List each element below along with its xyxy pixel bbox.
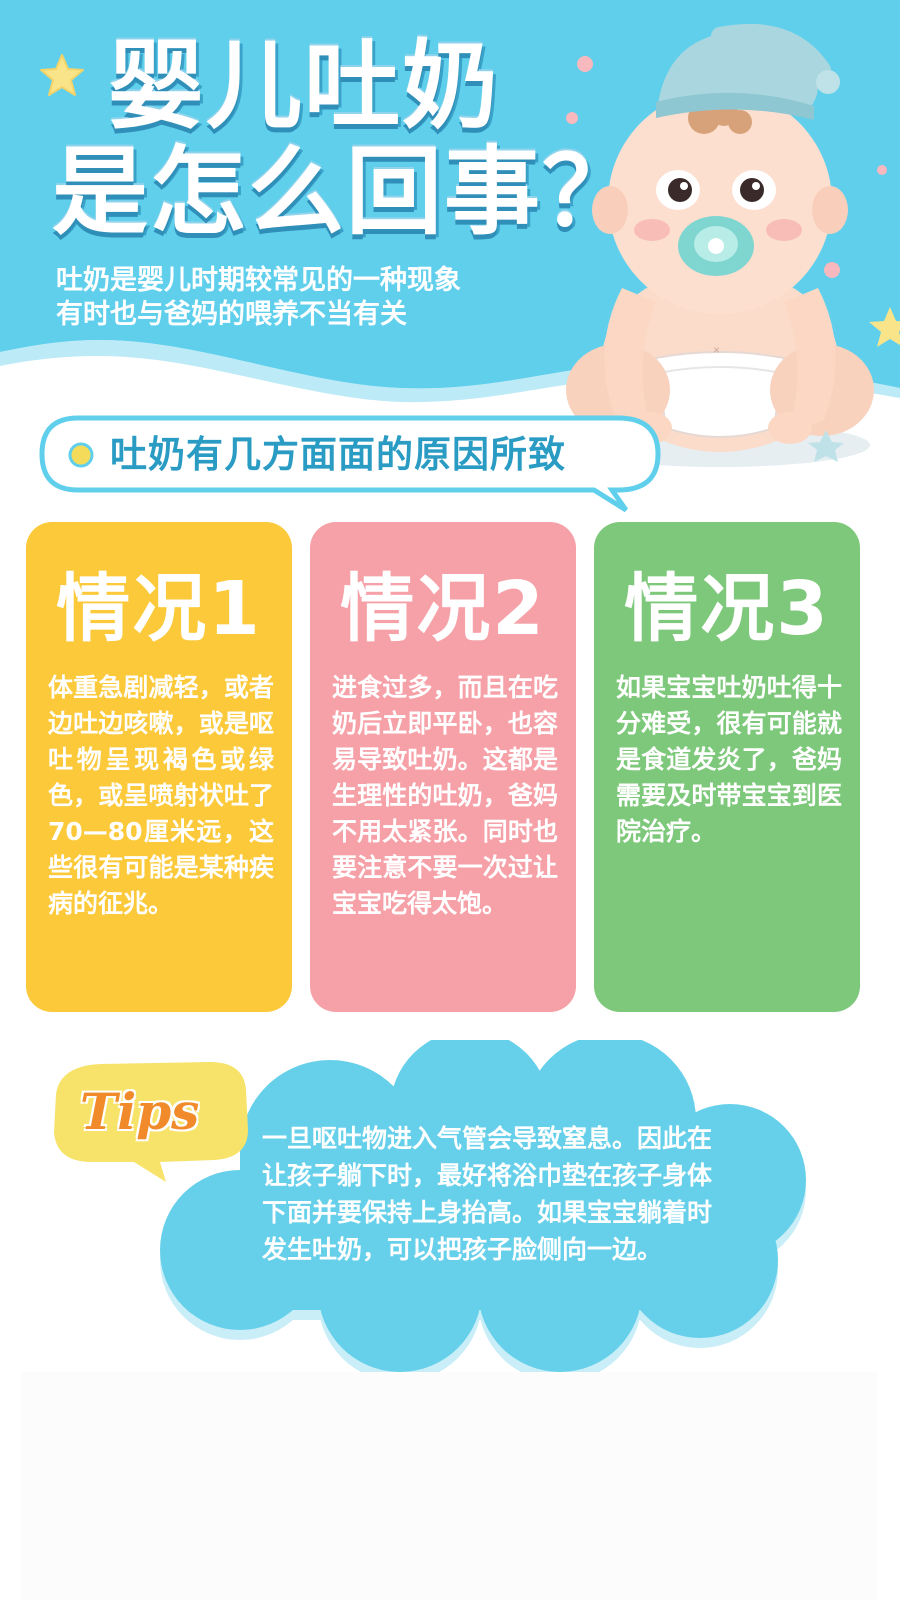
star-icon (40, 54, 84, 96)
case-card-1: 情况1 体重急剧减轻，或者边吐边咳嗽，或是呕吐物呈现褐色或绿色，或呈喷射状吐了7… (26, 522, 292, 1012)
subtitle-line-2: 有时也与爸妈的喂养不当有关 (56, 299, 407, 330)
case-card-title: 情况1 (56, 566, 262, 652)
tips-section (0, 1040, 900, 1380)
header-banner: 婴儿吐奶 是怎么回事？ 吐奶是婴儿时期较常见的一种现象 有时也与爸妈的喂养不当有… (0, 0, 900, 470)
reason-heading: 吐奶有几方面面的原因所致 (110, 433, 566, 476)
case-card-body: 体重急剧减轻，或者边吐边咳嗽，或是呕吐物呈现褐色或绿色，或呈喷射状吐了70—80… (48, 673, 274, 918)
star-icon (869, 307, 900, 347)
baby-illustration: × (566, 23, 874, 467)
reason-heading-tag (38, 414, 662, 513)
case-card-body: 进食过多，而且在吃奶后立即平卧，也容易导致吐奶。这都是生理性的吐奶，爸妈不用太紧… (332, 673, 558, 918)
bottom-blank-area (22, 1372, 878, 1600)
case-card-body: 如果宝宝吐奶吐得十分难受，很有可能就是食道发炎了，爸妈需要及时带宝宝到医院治疗。 (616, 673, 842, 846)
case-card-3: 情况3 如果宝宝吐奶吐得十分难受，很有可能就是食道发炎了，爸妈需要及时带宝宝到医… (594, 522, 860, 1012)
case-card-2: 情况2 进食过多，而且在吃奶后立即平卧，也容易导致吐奶。这都是生理性的吐奶，爸妈… (310, 522, 576, 1012)
subtitle-line-1: 吐奶是婴儿时期较常见的一种现象 (56, 265, 461, 296)
svg-text:×: × (713, 343, 720, 357)
speech-bubble-shape (39, 415, 661, 513)
tips-cloud-shape (54, 1040, 806, 1380)
bullet-dot-icon (68, 442, 94, 468)
tips-text: 一旦呕吐物进入气管会导致窒息。因此在让孩子躺下时，最好将浴巾垫在孩子身体下面并要… (262, 1124, 713, 1264)
tips-label: Tips (80, 1082, 200, 1141)
decorative-dots (566, 56, 887, 278)
page-title-line-2: 是怎么回事？ (52, 136, 640, 248)
page-title-line-1: 婴儿吐奶 (108, 30, 500, 142)
case-card-title: 情况2 (340, 566, 546, 652)
case-card-title: 情况3 (624, 566, 830, 652)
